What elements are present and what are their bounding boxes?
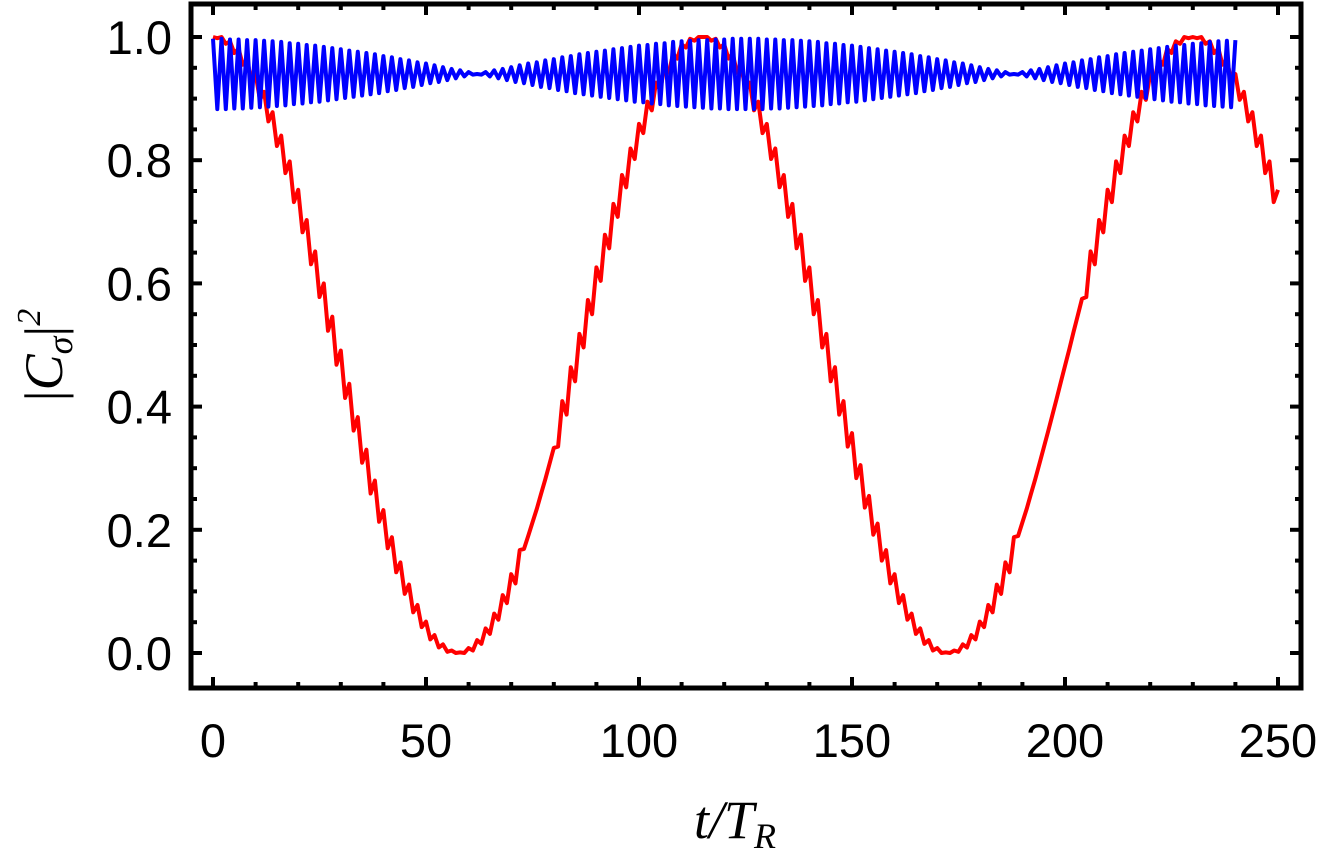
x-tick-label: 100 — [600, 714, 678, 767]
tick-labels: 0 50 100 150 200 250 0.0 0.2 0.4 0.6 0.8 1.0 — [107, 11, 1318, 767]
y-tick-label: 1.0 — [107, 11, 172, 64]
y-axis-title: |Cσ|2 — [11, 309, 80, 401]
plot-frame — [188, 1, 1304, 691]
y-tick-label: 0.0 — [107, 627, 172, 680]
series-group — [211, 35, 1280, 655]
series-line-blue — [211, 36, 1238, 112]
y-tick-label: 0.2 — [107, 504, 172, 557]
series-line-red — [212, 35, 1280, 655]
x-axis-title: t/TR — [694, 790, 776, 856]
x-tick-label: 0 — [200, 714, 226, 767]
x-tick-label: 200 — [1026, 714, 1104, 767]
y-tick-label: 0.4 — [107, 381, 172, 434]
y-tick-label: 0.8 — [107, 134, 172, 187]
x-tick-label: 50 — [400, 714, 452, 767]
x-tick-label: 250 — [1239, 714, 1317, 767]
y-tick-label: 0.6 — [107, 257, 172, 310]
x-tick-label: 150 — [813, 714, 891, 767]
